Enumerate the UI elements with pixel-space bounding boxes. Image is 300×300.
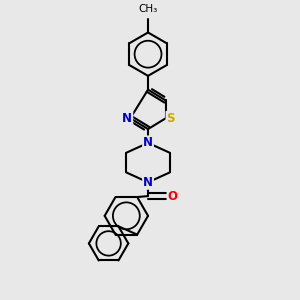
Text: N: N [143, 136, 153, 149]
Text: CH₃: CH₃ [138, 4, 158, 14]
Text: N: N [143, 176, 153, 189]
Text: O: O [168, 190, 178, 202]
Text: N: N [122, 112, 132, 125]
Text: S: S [167, 112, 175, 125]
